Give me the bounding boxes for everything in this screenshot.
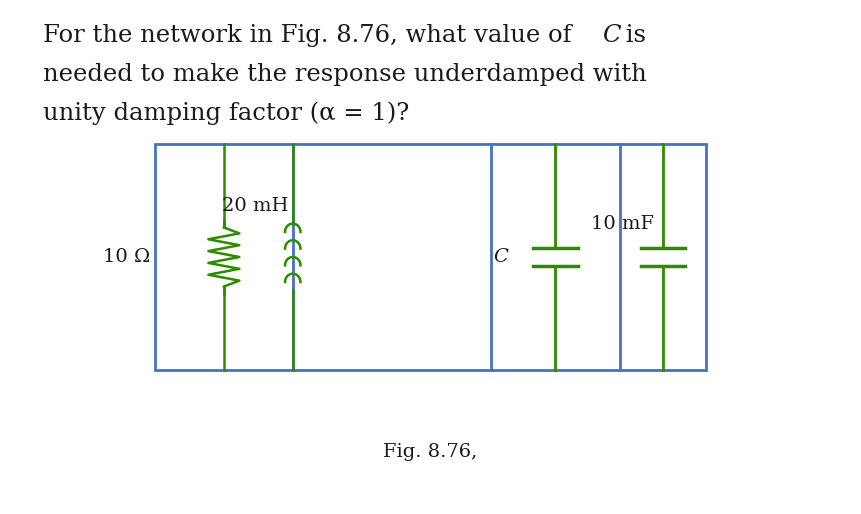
Text: 10 mF: 10 mF (592, 214, 654, 233)
Text: Fig. 8.76,: Fig. 8.76, (383, 443, 478, 462)
Text: C: C (493, 248, 508, 266)
Text: 20 mH: 20 mH (222, 196, 288, 215)
Text: needed to make the response underdamped with: needed to make the response underdamped … (43, 63, 647, 86)
Text: 10 Ω: 10 Ω (103, 248, 151, 266)
Text: unity damping factor (α = 1)?: unity damping factor (α = 1)? (43, 101, 409, 125)
Text: For the network in Fig. 8.76, what value of: For the network in Fig. 8.76, what value… (43, 25, 579, 47)
Text: is: is (618, 25, 647, 47)
Text: C: C (602, 25, 620, 47)
